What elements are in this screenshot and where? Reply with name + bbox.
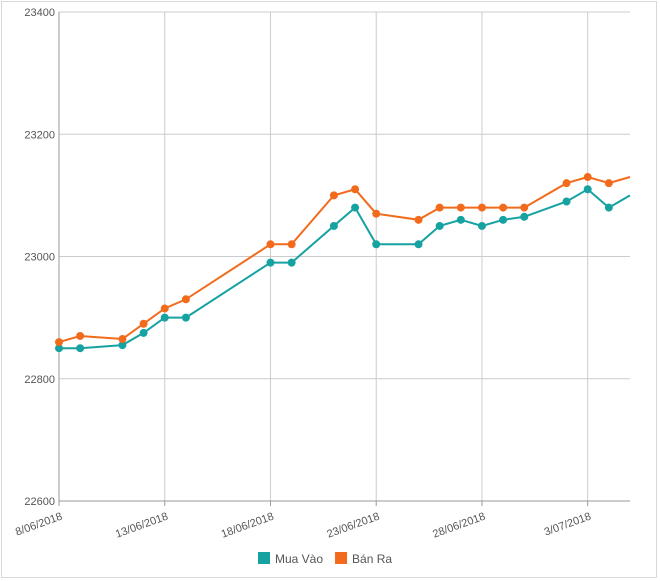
data-point[interactable] [414,240,423,249]
legend-swatch-2[interactable] [335,552,348,564]
data-point[interactable] [160,313,169,322]
data-point[interactable] [118,341,127,350]
data-point[interactable] [562,179,571,188]
grid-layer [58,11,630,502]
data-point[interactable] [562,197,571,206]
data-point[interactable] [139,328,148,337]
x-tick-label: 8/06/2018 [14,511,64,539]
y-tick-label: 23400 [24,7,55,19]
axis-layer: 22600 22800 23000 23200 23400 8/06/2018 13/06/… [14,7,630,541]
data-point[interactable] [55,344,63,353]
data-point[interactable] [477,221,486,230]
data-point[interactable] [477,203,486,212]
data-point[interactable] [583,185,592,194]
data-point[interactable] [287,258,296,267]
data-point[interactable] [76,331,85,340]
data-point[interactable] [583,173,592,182]
data-point[interactable] [456,203,465,212]
legend[interactable]: Mua Vào Bán Ra [258,552,392,566]
data-point[interactable] [604,179,613,188]
data-point[interactable] [55,338,63,347]
data-point[interactable] [160,304,169,313]
series-line-2 [58,175,631,344]
x-tick-label: 23/06/2018 [325,511,381,541]
data-point[interactable] [414,215,423,224]
data-point[interactable] [435,221,444,230]
data-point[interactable] [456,215,465,224]
data-point[interactable] [266,240,275,249]
legend-label-1[interactable]: Mua Vào [275,552,323,566]
y-tick-label: 22800 [24,374,55,386]
legend-label-2[interactable]: Bán Ra [352,552,392,566]
data-point[interactable] [435,203,444,212]
data-point[interactable] [372,209,381,218]
x-tick-label: 3/07/2018 [543,511,593,539]
data-point[interactable] [329,191,338,200]
y-tick-label: 23000 [24,252,55,264]
x-tick-label: 13/06/2018 [114,511,170,541]
y-tick-label: 22600 [24,496,55,508]
data-point[interactable] [520,212,529,221]
data-point[interactable] [139,319,148,328]
legend-swatch-1[interactable] [258,552,270,564]
data-point[interactable] [76,344,85,353]
data-point[interactable] [499,215,508,224]
data-point[interactable] [520,203,529,212]
data-point[interactable] [499,203,508,212]
data-point[interactable] [181,295,190,304]
data-point[interactable] [351,185,360,194]
data-point[interactable] [266,258,275,267]
data-point[interactable] [604,203,613,212]
data-point[interactable] [329,221,338,230]
data-point[interactable] [287,240,296,249]
data-point[interactable] [118,335,127,344]
data-point[interactable] [372,240,381,249]
series-layer [55,173,631,353]
data-point[interactable] [181,313,190,322]
x-tick-label: 28/06/2018 [431,511,487,541]
x-tick-label: 18/06/2018 [220,511,276,541]
y-tick-label: 23200 [24,129,55,141]
data-point[interactable] [351,203,360,212]
